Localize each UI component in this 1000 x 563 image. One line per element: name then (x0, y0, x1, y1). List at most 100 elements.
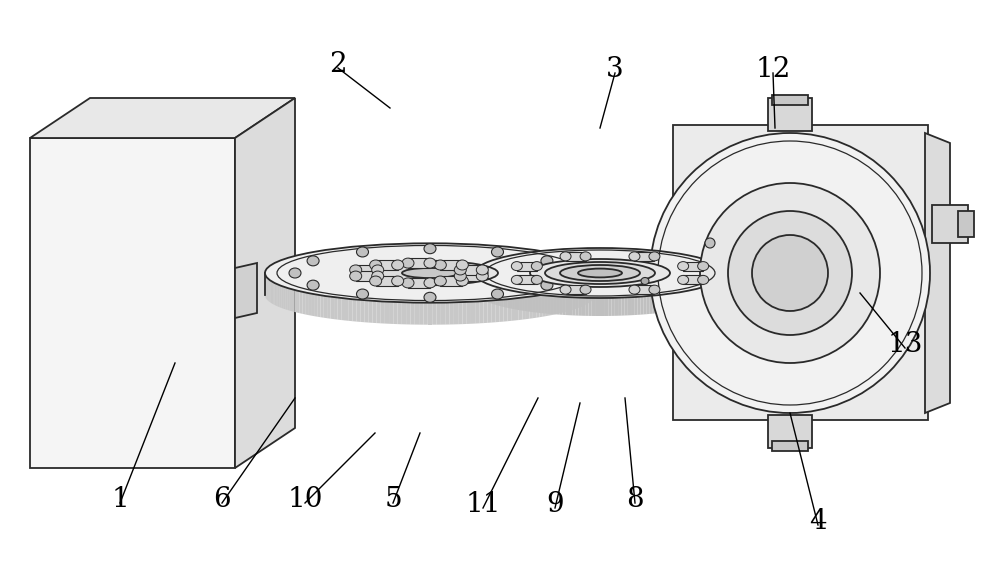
Polygon shape (450, 302, 454, 324)
Polygon shape (235, 263, 257, 318)
Ellipse shape (307, 280, 319, 290)
Polygon shape (592, 298, 595, 316)
Polygon shape (664, 294, 667, 312)
Polygon shape (541, 295, 544, 314)
Polygon shape (680, 292, 683, 310)
Ellipse shape (705, 238, 715, 248)
Ellipse shape (392, 260, 404, 270)
Ellipse shape (531, 262, 542, 271)
Ellipse shape (370, 276, 382, 286)
Polygon shape (566, 297, 569, 315)
Polygon shape (483, 282, 485, 301)
Polygon shape (547, 296, 550, 314)
Polygon shape (543, 294, 546, 316)
Polygon shape (615, 298, 618, 316)
Polygon shape (308, 293, 311, 316)
Polygon shape (419, 303, 423, 325)
Polygon shape (290, 289, 292, 311)
Polygon shape (381, 301, 385, 324)
Polygon shape (670, 293, 673, 312)
Text: 5: 5 (384, 486, 402, 513)
Polygon shape (556, 297, 559, 315)
Polygon shape (331, 297, 334, 319)
Polygon shape (710, 284, 711, 303)
Polygon shape (522, 297, 526, 320)
Polygon shape (235, 98, 295, 468)
Polygon shape (271, 281, 272, 303)
Ellipse shape (289, 268, 301, 278)
Polygon shape (558, 291, 560, 314)
Polygon shape (579, 298, 582, 316)
Polygon shape (273, 282, 275, 305)
Polygon shape (585, 298, 588, 316)
Text: 9: 9 (546, 491, 564, 518)
Polygon shape (573, 287, 575, 310)
Polygon shape (440, 276, 462, 286)
Ellipse shape (265, 243, 595, 303)
Polygon shape (925, 133, 950, 413)
Polygon shape (718, 281, 719, 300)
Polygon shape (482, 282, 483, 300)
Polygon shape (341, 298, 345, 320)
Ellipse shape (476, 271, 488, 281)
Polygon shape (589, 280, 590, 303)
Polygon shape (353, 299, 356, 321)
Polygon shape (349, 299, 353, 321)
Ellipse shape (424, 258, 436, 268)
Polygon shape (276, 284, 278, 306)
Polygon shape (526, 297, 529, 319)
Polygon shape (287, 288, 290, 311)
Polygon shape (314, 294, 317, 316)
Ellipse shape (650, 133, 930, 413)
Polygon shape (302, 292, 305, 314)
Ellipse shape (698, 262, 709, 271)
Polygon shape (768, 415, 812, 448)
Polygon shape (481, 281, 482, 300)
Ellipse shape (424, 292, 436, 302)
Text: 4: 4 (809, 508, 827, 535)
Polygon shape (496, 300, 500, 322)
Polygon shape (515, 298, 519, 320)
Polygon shape (634, 252, 654, 261)
Polygon shape (559, 297, 563, 315)
Polygon shape (495, 287, 497, 305)
Polygon shape (566, 252, 586, 261)
Polygon shape (533, 296, 536, 318)
Polygon shape (510, 291, 512, 309)
Polygon shape (575, 287, 577, 309)
Polygon shape (285, 287, 287, 310)
Polygon shape (402, 302, 406, 324)
Polygon shape (683, 262, 703, 271)
Polygon shape (625, 297, 628, 315)
Ellipse shape (678, 275, 689, 284)
Polygon shape (460, 271, 482, 281)
Polygon shape (612, 298, 615, 316)
Polygon shape (488, 301, 492, 323)
Ellipse shape (424, 244, 436, 254)
Polygon shape (527, 293, 530, 312)
Ellipse shape (456, 276, 468, 286)
Polygon shape (585, 282, 587, 305)
Polygon shape (634, 285, 654, 294)
Polygon shape (356, 271, 378, 281)
Polygon shape (584, 283, 585, 306)
Polygon shape (327, 296, 331, 319)
Polygon shape (673, 293, 675, 311)
Polygon shape (525, 293, 527, 311)
Polygon shape (650, 296, 653, 314)
Polygon shape (356, 265, 378, 275)
Polygon shape (563, 290, 566, 312)
Polygon shape (703, 287, 705, 305)
Polygon shape (423, 303, 428, 325)
Text: 10: 10 (287, 486, 323, 513)
Text: 3: 3 (606, 56, 624, 83)
Polygon shape (317, 294, 320, 317)
Polygon shape (517, 262, 537, 271)
Polygon shape (550, 296, 553, 314)
Polygon shape (653, 296, 656, 314)
Ellipse shape (476, 265, 488, 275)
Polygon shape (553, 296, 556, 314)
Ellipse shape (402, 278, 414, 288)
Polygon shape (598, 298, 602, 316)
Ellipse shape (700, 183, 880, 363)
